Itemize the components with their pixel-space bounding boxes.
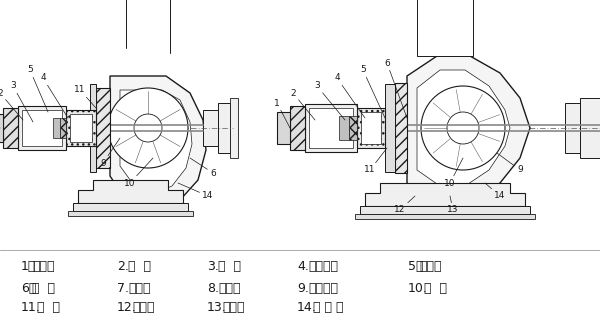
Bar [580,98,600,158]
Bar [425,0,465,4]
Text: 8.: 8. [207,282,219,295]
Text: 4: 4 [40,73,68,118]
Text: 12.: 12. [117,301,137,314]
Text: 14.: 14. [297,301,317,314]
Bar [73,203,188,211]
Text: 13.: 13. [207,301,227,314]
Text: 7: 7 [0,318,1,319]
Text: 泵  轴: 泵 轴 [128,260,151,273]
Bar [218,103,230,153]
Bar [565,103,580,153]
Bar [22,110,62,146]
Bar [349,116,357,140]
Bar [339,116,349,140]
Bar [96,88,110,168]
Bar [3,108,18,148]
Bar [66,110,96,146]
Bar [230,98,238,158]
Polygon shape [120,90,192,194]
Text: 后  盖: 后 盖 [37,301,60,314]
Polygon shape [417,70,510,186]
Text: 2: 2 [0,88,23,120]
Text: 9: 9 [100,138,120,167]
Bar [277,112,290,144]
Bar [0,114,3,142]
Bar [355,214,535,219]
Bar [305,104,357,152]
Text: 进口座: 进口座 [218,282,241,295]
Circle shape [134,114,162,142]
Text: 11: 11 [364,148,387,174]
Bar [417,0,473,56]
Circle shape [108,88,188,168]
Text: 9.: 9. [297,282,309,295]
Polygon shape [110,76,206,208]
Text: 10: 10 [444,158,463,188]
Polygon shape [78,180,183,203]
Text: 8: 8 [0,318,1,319]
Text: 6．: 6． [21,282,37,295]
Bar [309,108,353,148]
Text: 13: 13 [447,196,459,214]
Text: 14: 14 [485,183,506,201]
Text: 12: 12 [394,196,415,214]
Text: 4: 4 [334,73,365,118]
Text: 6: 6 [384,58,407,118]
Bar [395,83,407,173]
Text: 泵  壳: 泵 壳 [32,282,55,295]
Polygon shape [365,183,525,206]
Text: 7: 7 [0,318,1,319]
Text: 联轴器: 联轴器 [32,260,55,273]
Bar [357,108,385,148]
Text: 回 液 孔: 回 液 孔 [313,301,343,314]
Text: 3: 3 [10,81,33,122]
Text: 叶  轮: 叶 轮 [424,282,447,295]
Text: 7.: 7. [117,282,129,295]
Polygon shape [407,56,530,200]
Text: 11.: 11. [21,301,41,314]
Text: 档水圈: 档水圈 [133,301,155,314]
Text: 机械密封: 机械密封 [308,260,338,273]
Text: 8: 8 [0,318,1,319]
Text: 轴承体: 轴承体 [419,260,442,273]
Text: 2: 2 [290,88,315,120]
Text: 6: 6 [190,158,216,177]
Text: 3: 3 [314,81,345,120]
Bar [68,211,193,216]
Bar [70,114,92,142]
Text: 5: 5 [360,65,385,118]
Text: 14: 14 [178,183,214,201]
Circle shape [447,112,479,144]
Text: 2.: 2. [117,260,129,273]
Circle shape [421,86,505,170]
Text: 出口座: 出口座 [128,282,151,295]
Text: 5．: 5． [408,260,424,273]
Bar [53,118,60,138]
Text: 1．: 1． [21,260,37,273]
Text: 1: 1 [274,99,290,128]
Bar [18,106,66,150]
Bar [290,106,305,150]
Text: 10: 10 [124,158,153,188]
Bar [361,112,381,144]
Text: 4.: 4. [297,260,309,273]
Bar [90,84,96,172]
Text: 11: 11 [74,85,96,108]
Bar [360,206,530,214]
Text: 轴  承: 轴 承 [218,260,241,273]
Bar [385,84,395,172]
Text: 前密封环: 前密封环 [308,282,338,295]
Text: 5: 5 [27,65,48,112]
Bar [60,118,66,138]
Bar [203,110,218,146]
Text: 加液孔: 加液孔 [223,301,245,314]
Text: 3.: 3. [207,260,219,273]
Text: 9: 9 [497,153,523,174]
Text: 10.: 10. [408,282,428,295]
